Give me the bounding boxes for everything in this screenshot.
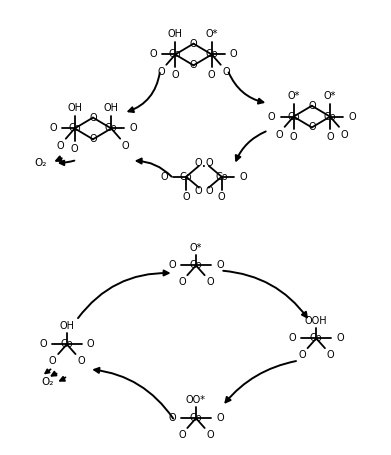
Text: O*: O* bbox=[324, 91, 336, 101]
Text: O: O bbox=[206, 277, 214, 287]
Text: O: O bbox=[122, 142, 129, 152]
Text: O: O bbox=[276, 130, 283, 140]
Text: O: O bbox=[49, 355, 57, 365]
Text: O: O bbox=[326, 349, 334, 359]
Text: O: O bbox=[326, 132, 334, 142]
Text: Co: Co bbox=[61, 339, 73, 349]
Text: O: O bbox=[178, 430, 186, 440]
Text: OH: OH bbox=[104, 103, 119, 113]
Text: O: O bbox=[190, 39, 197, 49]
Text: Co: Co bbox=[310, 334, 323, 344]
Text: O: O bbox=[77, 355, 85, 365]
Text: O: O bbox=[168, 260, 176, 270]
Text: O: O bbox=[178, 277, 186, 287]
Text: Co: Co bbox=[68, 123, 81, 133]
Text: O: O bbox=[290, 132, 298, 142]
Text: O: O bbox=[168, 413, 176, 423]
Text: O: O bbox=[240, 172, 247, 182]
Text: O: O bbox=[161, 172, 168, 182]
Text: O: O bbox=[336, 334, 344, 344]
Text: O: O bbox=[348, 111, 356, 121]
Text: O: O bbox=[182, 192, 190, 202]
Text: O: O bbox=[87, 339, 95, 349]
Text: Co: Co bbox=[190, 260, 202, 270]
Text: O: O bbox=[194, 158, 202, 168]
Text: O: O bbox=[216, 413, 224, 423]
Text: O: O bbox=[49, 123, 57, 133]
Text: O: O bbox=[172, 70, 179, 80]
Text: O: O bbox=[194, 186, 202, 196]
Text: O: O bbox=[206, 186, 213, 196]
Text: OH: OH bbox=[168, 29, 183, 39]
Text: O: O bbox=[57, 142, 65, 152]
Text: O: O bbox=[308, 122, 316, 132]
Text: OH: OH bbox=[67, 103, 82, 113]
Text: O: O bbox=[129, 123, 137, 133]
Text: O: O bbox=[218, 192, 226, 202]
Text: O*: O* bbox=[287, 91, 300, 101]
Text: O: O bbox=[158, 67, 165, 77]
Text: O: O bbox=[308, 101, 316, 111]
Text: O: O bbox=[222, 67, 230, 77]
Text: OO*: OO* bbox=[186, 395, 206, 405]
Text: OH: OH bbox=[59, 321, 74, 331]
Text: Co: Co bbox=[324, 111, 336, 121]
Text: OOH: OOH bbox=[305, 315, 328, 325]
Text: O: O bbox=[89, 134, 97, 144]
Text: O: O bbox=[340, 130, 348, 140]
Text: O: O bbox=[298, 349, 306, 359]
Text: Co: Co bbox=[169, 50, 181, 60]
Text: O: O bbox=[206, 158, 213, 168]
Text: Co: Co bbox=[215, 172, 228, 182]
Text: O: O bbox=[206, 430, 214, 440]
Text: O: O bbox=[190, 61, 197, 71]
Text: Co: Co bbox=[105, 123, 118, 133]
Text: O: O bbox=[89, 112, 97, 122]
Text: O₂: O₂ bbox=[34, 158, 47, 168]
Text: O*: O* bbox=[190, 243, 202, 253]
Text: O: O bbox=[230, 50, 237, 60]
Text: O: O bbox=[208, 70, 215, 80]
Text: O₂: O₂ bbox=[41, 377, 53, 387]
Text: Co: Co bbox=[180, 172, 192, 182]
Text: O: O bbox=[268, 111, 276, 121]
Text: Co: Co bbox=[205, 50, 218, 60]
Text: O: O bbox=[71, 144, 79, 154]
Text: O: O bbox=[39, 339, 47, 349]
Text: O*: O* bbox=[206, 29, 218, 39]
Text: O: O bbox=[150, 50, 157, 60]
Text: Co: Co bbox=[190, 413, 202, 423]
Text: Co: Co bbox=[287, 111, 300, 121]
Text: O: O bbox=[289, 334, 296, 344]
Text: O: O bbox=[216, 260, 224, 270]
